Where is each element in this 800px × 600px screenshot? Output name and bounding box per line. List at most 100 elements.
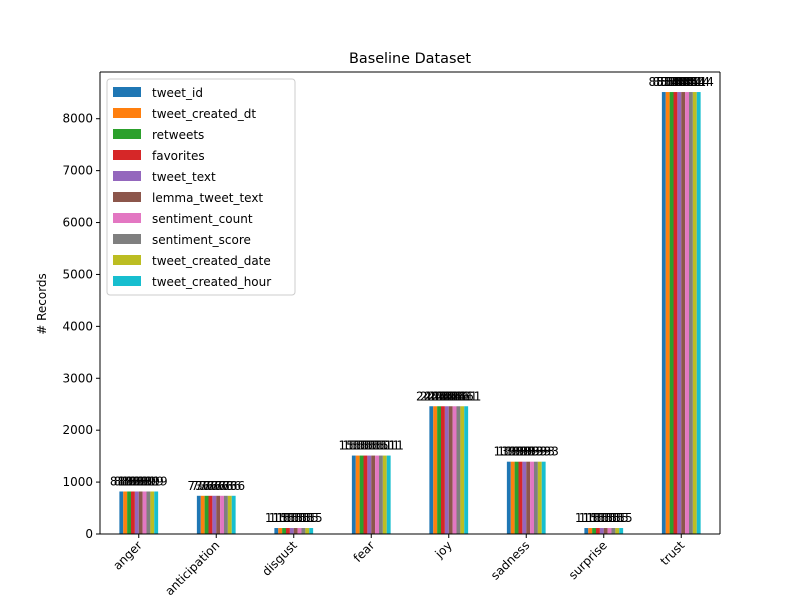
bar-value-label: 736: [207, 479, 230, 493]
bar-trust-favorites: [673, 92, 678, 534]
bar-sadness-tweet_created_date: [537, 461, 542, 534]
bar-sadness-sentiment_score: [534, 461, 538, 534]
y-tick-label: 1000: [62, 475, 93, 489]
bar-fear-tweet_created_dt: [355, 455, 360, 534]
bar-disgust-lemma_tweet_text: [293, 528, 298, 534]
y-tick-label: 6000: [62, 216, 93, 230]
bar-anger-retweets: [127, 491, 132, 534]
bar-sadness-favorites: [518, 461, 523, 534]
bar-value-label: 819: [145, 474, 168, 488]
bar-value-label: 736: [187, 479, 210, 493]
bar-anger-sentiment_count: [142, 491, 147, 534]
bar-value-label: 8514: [664, 75, 695, 89]
bar-value-label: 1393: [497, 445, 528, 459]
bar-joy-tweet_id: [429, 406, 434, 534]
bar-trust-sentiment_count: [685, 92, 690, 534]
legend-label: tweet_created_dt: [152, 107, 256, 121]
bar-value-label: 115: [280, 511, 303, 525]
legend-label: sentiment_score: [152, 233, 251, 247]
bar-value-label: 8514: [680, 75, 711, 89]
bar-anger-tweet_id: [119, 491, 124, 534]
bar-value-label: 1511: [354, 439, 385, 453]
bar-value-label: 115: [610, 511, 633, 525]
bar-anticipation-sentiment_count: [220, 495, 225, 534]
bar-value-label: 736: [195, 479, 218, 493]
bar-value-label: 115: [590, 511, 613, 525]
bar-value-label: 115: [284, 511, 307, 525]
bar-value-label: 1393: [509, 445, 540, 459]
bar-value-label: 1393: [517, 445, 548, 459]
bar-surprise-tweet_created_hour: [619, 528, 624, 534]
bar-value-label: 115: [292, 511, 315, 525]
bar-surprise-favorites: [596, 528, 600, 534]
bar-value-label: 2461: [447, 389, 478, 403]
bar-disgust-tweet_id: [274, 528, 279, 534]
bar-value-label: 8514: [683, 75, 714, 89]
y-axis-label: # Records: [35, 273, 49, 335]
bar-anticipation-tweet_created_dt: [200, 495, 205, 534]
bar-value-label: 8514: [672, 75, 703, 89]
y-tick-label: 3000: [62, 371, 93, 385]
bar-value-label: 8514: [649, 75, 680, 89]
x-tick-label: anticipation: [162, 538, 222, 598]
bar-value-label: 1393: [494, 445, 525, 459]
bar-joy-tweet_created_hour: [464, 406, 469, 534]
bar-value-label: 115: [300, 511, 323, 525]
bar-joy-retweets: [437, 406, 442, 534]
bar-value-label: 1511: [350, 439, 381, 453]
bar-disgust-tweet_created_dt: [278, 528, 283, 534]
bar-value-label: 2461: [416, 389, 447, 403]
bar-value-label: 736: [191, 479, 214, 493]
legend-label: tweet_id: [152, 86, 203, 100]
bar-value-label: 819: [121, 474, 144, 488]
bar-trust-sentiment_score: [689, 92, 693, 534]
bar-value-label: 819: [110, 474, 133, 488]
bar-value-label: 2461: [428, 389, 459, 403]
y-tick-label: 7000: [62, 164, 93, 178]
legend: tweet_id tweet_created_dt retweets favorite…: [106, 78, 296, 296]
bar-value-label: 115: [296, 511, 319, 525]
bar-trust-retweets: [669, 92, 674, 534]
bar-joy-sentiment_score: [456, 406, 461, 534]
y-tick-label: 5000: [62, 267, 93, 281]
legend-label: lemma_tweet_text: [152, 191, 263, 205]
bar-trust-lemma_tweet_text: [681, 92, 686, 534]
y-tick-label: 8000: [62, 112, 93, 126]
bar-fear-favorites: [363, 455, 368, 534]
legend-swatch: [113, 192, 141, 202]
bar-anticipation-retweets: [204, 495, 209, 534]
x-tick-label: fear: [351, 538, 378, 565]
bar-anger-tweet_created_dt: [123, 491, 128, 534]
bar-surprise-sentiment_score: [611, 528, 616, 534]
bar-value-label: 8514: [676, 75, 707, 89]
bar-fear-sentiment_count: [375, 455, 380, 534]
bar-anticipation-favorites: [208, 495, 213, 534]
bar-sadness-tweet_created_dt: [510, 461, 515, 534]
bar-value-label: 819: [125, 474, 148, 488]
bar-value-label: 2461: [420, 389, 451, 403]
bar-value-label: 2461: [424, 389, 455, 403]
bar-sadness-tweet_created_hour: [541, 461, 546, 534]
bar-value-label: 1511: [342, 439, 373, 453]
bar-fear-retweets: [359, 455, 364, 534]
bar-value-label: 115: [606, 511, 629, 525]
bar-value-label: 819: [141, 474, 164, 488]
legend-swatch: [113, 213, 141, 223]
bar-surprise-tweet_created_dt: [588, 528, 593, 534]
bar-value-label: 115: [575, 511, 598, 525]
bar-value-label: 115: [598, 511, 621, 525]
bar-fear-tweet_id: [351, 455, 356, 534]
x-tick-label: disgust: [259, 538, 300, 579]
bar-value-label: 115: [594, 511, 617, 525]
bar-anger-tweet_text: [134, 491, 139, 534]
bar-value-label: 2461: [443, 389, 474, 403]
bar-value-label: 736: [203, 479, 226, 493]
bar-fear-sentiment_score: [379, 455, 383, 534]
bar-value-label: 1393: [505, 445, 536, 459]
legend-swatch: [113, 171, 141, 181]
bar-disgust-favorites: [286, 528, 290, 534]
bar-disgust-sentiment_count: [297, 528, 302, 534]
x-tick-label: surprise: [566, 538, 610, 582]
legend-label: favorites: [152, 149, 205, 163]
bar-value-label: 1393: [525, 445, 556, 459]
